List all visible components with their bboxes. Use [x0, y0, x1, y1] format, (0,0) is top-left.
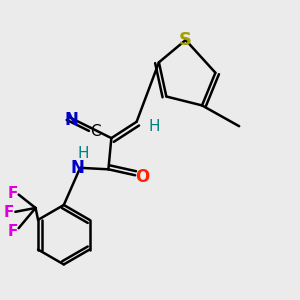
- Text: C: C: [90, 124, 101, 139]
- Text: F: F: [8, 224, 18, 239]
- Text: N: N: [71, 159, 85, 177]
- Text: S: S: [179, 31, 192, 49]
- Text: F: F: [4, 205, 14, 220]
- Text: N: N: [65, 111, 79, 129]
- Text: F: F: [8, 186, 18, 201]
- Text: H: H: [77, 146, 88, 161]
- Text: O: O: [135, 168, 149, 186]
- Text: H: H: [148, 119, 160, 134]
